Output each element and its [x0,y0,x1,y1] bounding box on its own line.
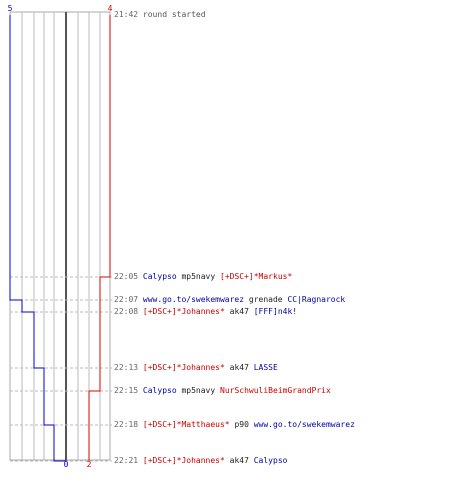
event-row: 22:08 [+DSC+]*Johannes* ak47 [FFF]n4k! [114,307,297,317]
event-text: round started [142,10,206,19]
event-time: 22:21 [114,456,139,465]
event-weapon: mp5navy [181,272,216,281]
event-killer: [+DSC+]*Johannes* [142,456,225,465]
event-killer: [+DSC+]*Matthaeus* [142,420,230,429]
event-time: 22:08 [114,307,139,316]
event-row: 22:13 [+DSC+]*Johannes* ak47 LASSE [114,363,278,373]
event-row: 22:21 [+DSC+]*Johannes* ak47 Calypso [114,456,287,466]
event-round-start: 21:42 round started [114,10,206,20]
event-time: 22:18 [114,420,139,429]
event-time: 22:07 [114,295,139,304]
event-victim: CC|Ragnarock [287,295,346,304]
event-killer: Calypso [142,272,177,281]
event-victim: LASSE [253,363,278,372]
event-killer: [+DSC+]*Johannes* [142,307,225,316]
event-row: 22:05 Calypso mp5navy [+DSC+]*Markus* [114,272,292,282]
grid-lines [9,11,111,461]
event-time: 22:13 [114,363,139,372]
event-weapon: p90 [234,420,249,429]
event-connectors [10,276,112,462]
event-victim: [FFF]n4k! [253,307,298,316]
red-team-alive-line [88,15,111,461]
blue-start-count: 5 [8,4,13,13]
event-weapon: ak47 [229,363,249,372]
event-killer: [+DSC+]*Johannes* [142,363,225,372]
event-victim: Calypso [253,456,288,465]
event-killer: www.go.to/swekemwarez [142,295,245,304]
event-weapon: grenade [248,295,283,304]
event-weapon: ak47 [229,456,249,465]
event-weapon: ak47 [229,307,249,316]
event-weapon: mp5navy [181,386,216,395]
event-time: 22:05 [114,272,139,281]
blue-end-count: 0 [64,460,69,469]
blue-team-alive-line [9,15,67,462]
event-row: 22:15 Calypso mp5navy NurSchwuliBeimGran… [114,386,331,396]
event-victim: [+DSC+]*Markus* [220,272,293,281]
event-row: 22:18 [+DSC+]*Matthaeus* p90 www.go.to/s… [114,420,355,430]
event-time: 21:42 [114,10,139,19]
event-victim: www.go.to/swekemwarez [253,420,355,429]
red-start-count: 4 [108,4,113,13]
event-time: 22:15 [114,386,139,395]
red-end-count: 2 [87,460,92,469]
event-killer: Calypso [142,386,177,395]
event-row: 22:07 www.go.to/swekemwarez grenade CC|R… [114,295,345,305]
event-victim: NurSchwuliBeimGrandPrix [220,386,331,395]
